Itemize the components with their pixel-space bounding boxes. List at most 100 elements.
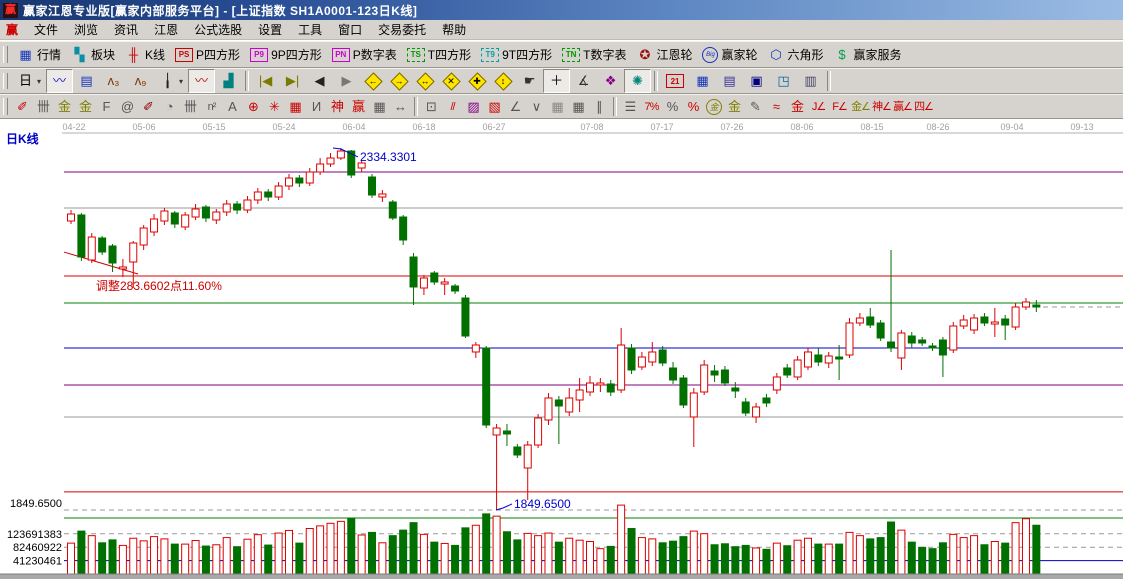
- grid-gray-button[interactable]: ▦: [547, 95, 568, 119]
- hexagon-button[interactable]: ⬡ 六角形: [763, 43, 829, 67]
- calendar-button[interactable]: 21: [661, 69, 689, 93]
- circle-cross-button[interactable]: ⊕: [243, 95, 264, 119]
- percent-ruler-button[interactable]: ☰: [620, 95, 641, 119]
- grid-123-button[interactable]: ▦: [369, 95, 390, 119]
- si-angle-button[interactable]: 四∠: [913, 95, 934, 119]
- percent-band-button[interactable]: 7%: [641, 95, 662, 119]
- v-line-button[interactable]: ∨: [526, 95, 547, 119]
- angle-line-button[interactable]: ∠: [505, 95, 526, 119]
- angle-measure-tool-button[interactable]: ∡: [570, 69, 597, 93]
- print-button[interactable]: ▥: [797, 69, 824, 93]
- fan-red-button[interactable]: //: [442, 95, 463, 119]
- volume-panel-button[interactable]: ▟: [215, 69, 242, 93]
- j-angle-button[interactable]: J∠: [808, 95, 829, 119]
- toolbar-grip[interactable]: [3, 98, 8, 115]
- pan-vertical-button[interactable]: ↕: [490, 69, 516, 93]
- menu-item-1[interactable]: 浏览: [74, 23, 99, 37]
- next-bar-button[interactable]: ▶: [333, 69, 360, 93]
- percent-line-button[interactable]: %: [683, 95, 704, 119]
- knot-tool-button[interactable]: ❖: [597, 69, 624, 93]
- f-angle-button[interactable]: F∠: [829, 95, 850, 119]
- parallel-lines-button[interactable]: ∥: [589, 95, 610, 119]
- mini-chart-9-button[interactable]: ʌ₉: [127, 69, 154, 93]
- candle-style-dropdown-arrow-icon[interactable]: ▾: [179, 76, 184, 86]
- shen-angle-button[interactable]: 神∠: [871, 95, 892, 119]
- gold-circle-button[interactable]: 金: [704, 95, 724, 119]
- t-square-button[interactable]: TS T四方形: [402, 43, 476, 67]
- p-square-button[interactable]: PS P四方形: [170, 43, 245, 67]
- fan-box-2-button[interactable]: ▧: [484, 95, 505, 119]
- first-bar-button[interactable]: |◀: [252, 69, 279, 93]
- prev-bar-button[interactable]: ◀: [306, 69, 333, 93]
- sectors-button[interactable]: ▚ 板块: [66, 43, 120, 67]
- grid-arrow-button[interactable]: ▦: [568, 95, 589, 119]
- gold-angle-button[interactable]: 金∠: [850, 95, 871, 119]
- pan-right-button[interactable]: →: [386, 69, 412, 93]
- period-daily-button[interactable]: 日 ▾: [12, 69, 46, 93]
- freehand-blue-tool-button[interactable]: 〰: [46, 69, 74, 93]
- time-circle-button[interactable]: ◔: [159, 95, 180, 119]
- mini-chart-3-button[interactable]: ʌ₃: [100, 69, 127, 93]
- menu-item-5[interactable]: 设置: [258, 23, 283, 37]
- crosshair-tool-button[interactable]: ＋: [543, 69, 571, 93]
- cycle-tool-button[interactable]: ✺: [624, 69, 652, 93]
- pen-ruler-button[interactable]: ✎: [745, 95, 766, 119]
- toolbar-grip[interactable]: [3, 72, 8, 90]
- n-mark-button[interactable]: И: [306, 95, 327, 119]
- menu-item-7[interactable]: 窗口: [338, 23, 363, 37]
- menu-item-3[interactable]: 江恩: [154, 23, 179, 37]
- grid-star-button[interactable]: ▦: [285, 95, 306, 119]
- gold-red-button[interactable]: 金: [787, 95, 808, 119]
- p-number-table-button[interactable]: PN P数字表: [327, 43, 402, 67]
- ray-star-button[interactable]: ✳: [264, 95, 285, 119]
- zoom-compress-button[interactable]: ✕: [438, 69, 464, 93]
- last-bar-button[interactable]: ▶|: [279, 69, 306, 93]
- menu-item-0[interactable]: 文件: [34, 23, 59, 37]
- fan-box-button[interactable]: ▨: [463, 95, 484, 119]
- price-comb-button[interactable]: 卌: [180, 95, 201, 119]
- menu-item-8[interactable]: 交易委托: [378, 23, 427, 37]
- winner-service-button[interactable]: $ 赢家服务: [829, 43, 907, 67]
- chart-canvas[interactable]: 04-22 05-06 05-15 05-24 06-04 06-18 06-27 07-08…: [0, 119, 1123, 579]
- gold-grid-button[interactable]: 金: [54, 95, 75, 119]
- shen-grid-button[interactable]: 神: [327, 95, 348, 119]
- freehand-red-tool-button[interactable]: 〰: [188, 69, 216, 93]
- menu-item-4[interactable]: 公式选股: [194, 23, 243, 37]
- angle-pen-button[interactable]: ✐: [12, 95, 33, 119]
- candle-style-button[interactable]: ╽ ▾: [154, 69, 188, 93]
- 9p-square-button[interactable]: P9 9P四方形: [245, 43, 327, 67]
- span-arrows-button[interactable]: ↔: [390, 95, 411, 119]
- n-square-button[interactable]: n²: [201, 95, 222, 119]
- ying-grid-button[interactable]: 赢: [348, 95, 369, 119]
- gann-wheel-button[interactable]: ✪ 江恩轮: [631, 43, 697, 67]
- calculator-button[interactable]: ▦: [689, 69, 716, 93]
- menu-item-9[interactable]: 帮助: [442, 23, 467, 37]
- info-panel-button[interactable]: ▤: [73, 69, 100, 93]
- f-grid-button[interactable]: F: [96, 95, 117, 119]
- toolbar-grip[interactable]: [3, 45, 8, 64]
- hand-tool-button[interactable]: ☛: [516, 69, 543, 93]
- export-web-button[interactable]: ◳: [770, 69, 797, 93]
- t-number-table-button[interactable]: TN T数字表: [557, 43, 631, 67]
- winner-wheel-button[interactable]: Big 赢家轮: [697, 43, 762, 67]
- spiral-button[interactable]: @: [117, 95, 138, 119]
- notes-button[interactable]: ▤: [716, 69, 743, 93]
- zoom-all-button[interactable]: ✚: [464, 69, 490, 93]
- quotes-button[interactable]: ▦ 行情: [12, 43, 66, 67]
- pan-left-button[interactable]: ←: [360, 69, 386, 93]
- percent-button[interactable]: %: [662, 95, 683, 119]
- kline-button[interactable]: ╫ K线: [120, 43, 170, 67]
- period-daily-dropdown-arrow-icon[interactable]: ▾: [37, 76, 42, 86]
- gold-line-button[interactable]: 金: [724, 95, 745, 119]
- pan-horizontal-button[interactable]: ↔: [412, 69, 438, 93]
- gold-grid-2-button[interactable]: 金: [75, 95, 96, 119]
- pen-marks-button[interactable]: ✐: [138, 95, 159, 119]
- gann-box-button[interactable]: ⊡: [421, 95, 442, 119]
- save-button[interactable]: ▣: [743, 69, 770, 93]
- angle-a-button[interactable]: A: [222, 95, 243, 119]
- child-window-icon[interactable]: 赢: [6, 23, 19, 37]
- menu-item-2[interactable]: 资讯: [114, 23, 139, 37]
- 9t-square-button[interactable]: T9 9T四方形: [476, 43, 557, 67]
- menu-item-6[interactable]: 工具: [298, 23, 323, 37]
- ying-angle-button[interactable]: 赢∠: [892, 95, 913, 119]
